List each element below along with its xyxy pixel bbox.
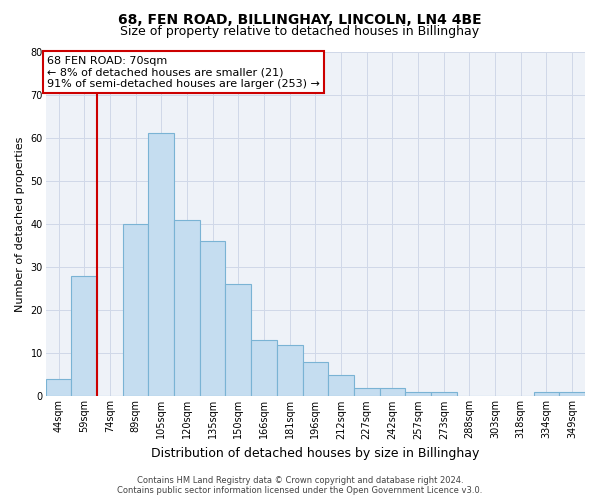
Bar xyxy=(533,392,559,396)
Bar xyxy=(354,388,380,396)
Bar xyxy=(405,392,431,396)
Bar xyxy=(123,224,148,396)
Bar xyxy=(302,362,328,396)
Bar xyxy=(174,220,200,396)
Bar xyxy=(148,134,174,396)
Text: Contains HM Land Registry data © Crown copyright and database right 2024.
Contai: Contains HM Land Registry data © Crown c… xyxy=(118,476,482,495)
Bar xyxy=(559,392,585,396)
X-axis label: Distribution of detached houses by size in Billinghay: Distribution of detached houses by size … xyxy=(151,447,479,460)
Bar xyxy=(251,340,277,396)
Text: 68 FEN ROAD: 70sqm
← 8% of detached houses are smaller (21)
91% of semi-detached: 68 FEN ROAD: 70sqm ← 8% of detached hous… xyxy=(47,56,320,89)
Bar xyxy=(200,241,226,396)
Bar xyxy=(328,375,354,396)
Bar xyxy=(46,379,71,396)
Bar xyxy=(71,276,97,396)
Bar xyxy=(226,284,251,397)
Text: Size of property relative to detached houses in Billinghay: Size of property relative to detached ho… xyxy=(121,25,479,38)
Bar xyxy=(380,388,405,396)
Bar xyxy=(431,392,457,396)
Text: 68, FEN ROAD, BILLINGHAY, LINCOLN, LN4 4BE: 68, FEN ROAD, BILLINGHAY, LINCOLN, LN4 4… xyxy=(118,12,482,26)
Bar xyxy=(277,344,302,397)
Y-axis label: Number of detached properties: Number of detached properties xyxy=(15,136,25,312)
